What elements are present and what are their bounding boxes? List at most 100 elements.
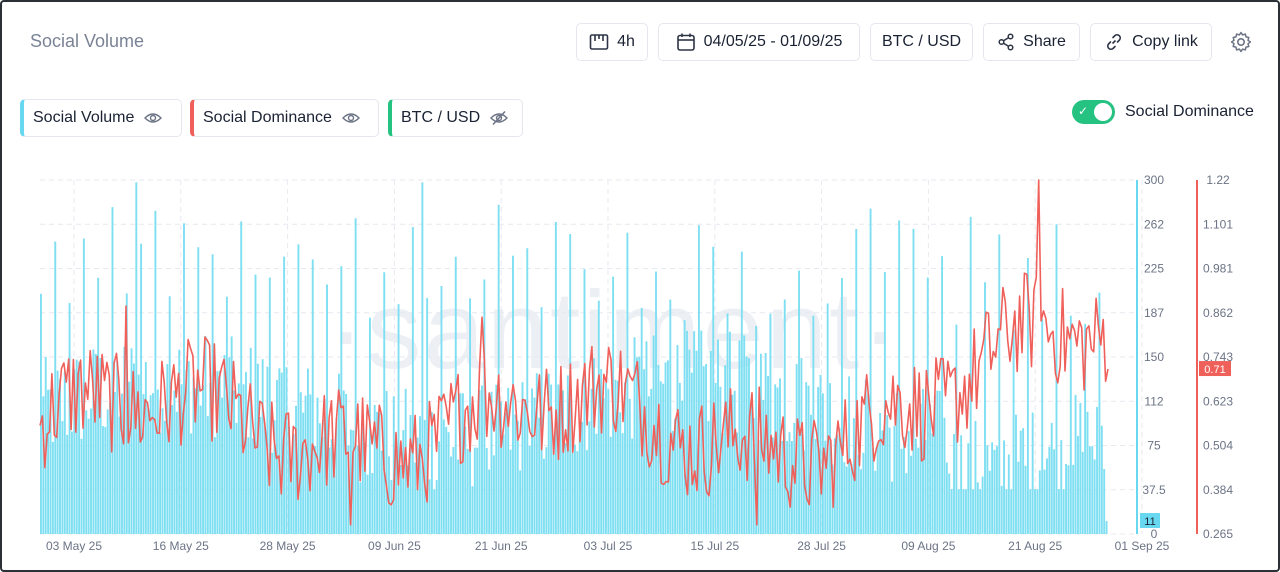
- bar: [638, 356, 641, 534]
- bar: [750, 400, 753, 534]
- bar: [209, 382, 212, 534]
- bar: [154, 210, 157, 534]
- bar: [521, 382, 524, 534]
- bar: [318, 423, 321, 534]
- bar: [70, 431, 73, 534]
- bar: [452, 447, 455, 534]
- x-tick-label: 03 Jul 25: [584, 539, 633, 553]
- bar: [500, 401, 503, 534]
- bar: [745, 356, 748, 534]
- bar: [73, 369, 76, 534]
- current-volume-label: 11: [1144, 516, 1155, 528]
- bar: [140, 243, 143, 535]
- bar: [929, 404, 932, 534]
- bar: [707, 421, 710, 534]
- bar: [879, 412, 882, 534]
- bar: [1022, 428, 1025, 534]
- metric-chip-social-volume[interactable]: Social Volume: [20, 99, 182, 137]
- date-range-button[interactable]: 04/05/25 - 01/09/25: [658, 23, 860, 61]
- bar: [90, 408, 92, 534]
- bar: [640, 307, 643, 534]
- bar: [528, 445, 531, 534]
- bar: [399, 465, 402, 534]
- bar: [681, 400, 684, 534]
- bar: [643, 369, 646, 534]
- bar: [144, 362, 147, 534]
- bar: [984, 282, 986, 534]
- bar: [159, 432, 162, 534]
- copy-link-button[interactable]: Copy link: [1090, 23, 1212, 61]
- bar: [161, 408, 164, 534]
- bar: [843, 462, 846, 534]
- bar: [285, 367, 288, 534]
- bar: [676, 345, 679, 534]
- pair-button[interactable]: BTC / USD: [870, 23, 973, 61]
- bar: [190, 433, 193, 534]
- bar: [54, 241, 57, 534]
- y-left-tick-label: 262: [1144, 217, 1164, 231]
- bar: [938, 390, 941, 534]
- bar: [547, 373, 550, 534]
- gear-icon[interactable]: [1229, 30, 1253, 54]
- current-volume-badge: [1140, 513, 1160, 529]
- metric-chip-social-dominance[interactable]: Social Dominance: [190, 99, 379, 137]
- bar: [669, 299, 672, 534]
- share-button[interactable]: Share: [983, 23, 1080, 61]
- eye-icon[interactable]: [341, 111, 360, 125]
- bar: [1034, 489, 1037, 534]
- bar: [128, 381, 131, 534]
- bar: [345, 393, 348, 534]
- bar: [817, 387, 820, 534]
- bar: [1046, 458, 1048, 534]
- bar: [390, 479, 393, 534]
- bar: [271, 452, 274, 534]
- bar: [49, 389, 52, 534]
- bar: [657, 365, 660, 534]
- eye-off-icon[interactable]: [490, 110, 509, 126]
- bar: [330, 439, 333, 534]
- bar: [1069, 315, 1072, 534]
- bar: [175, 411, 178, 534]
- bar: [254, 274, 257, 534]
- bar: [857, 455, 860, 534]
- metric-chip-btc-usd[interactable]: BTC / USD: [388, 99, 523, 137]
- bar: [574, 444, 576, 534]
- bar: [516, 420, 519, 534]
- bar: [376, 411, 379, 534]
- bar: [724, 365, 727, 534]
- bar: [163, 420, 166, 534]
- bar: [87, 418, 90, 534]
- bar: [590, 388, 593, 534]
- bar: [945, 462, 948, 534]
- bar: [576, 451, 579, 534]
- bar: [881, 430, 884, 534]
- bar: [225, 296, 228, 534]
- bar: [94, 353, 97, 534]
- bar: [490, 391, 493, 534]
- bar: [442, 419, 445, 534]
- bar: [357, 445, 359, 534]
- toggle-switch[interactable]: ✓: [1072, 100, 1115, 124]
- x-tick-label: 15 Jul 25: [690, 539, 739, 553]
- interval-button[interactable]: 4h: [576, 23, 648, 61]
- bar: [1072, 464, 1075, 534]
- bar: [924, 439, 927, 534]
- bar: [366, 474, 369, 534]
- bar: [552, 439, 555, 534]
- bar: [717, 339, 719, 534]
- bar: [974, 420, 977, 534]
- bar: [609, 436, 612, 534]
- bar: [700, 330, 703, 534]
- bar: [514, 414, 517, 534]
- social-dominance-toggle[interactable]: ✓ Social Dominance: [1072, 100, 1254, 124]
- bar: [185, 370, 188, 534]
- bar: [135, 182, 138, 535]
- bar: [166, 364, 169, 534]
- x-tick-label: 28 May 25: [260, 539, 316, 553]
- bar: [762, 399, 765, 534]
- bar: [216, 371, 219, 534]
- eye-icon[interactable]: [144, 111, 163, 125]
- bar: [59, 379, 61, 534]
- bar: [814, 439, 817, 534]
